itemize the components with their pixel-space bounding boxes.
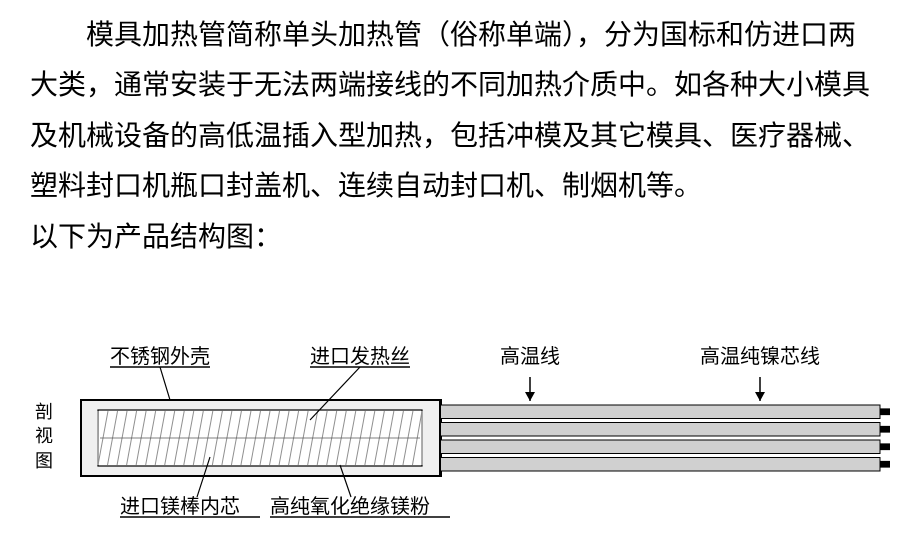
svg-text:进口镁棒内芯: 进口镁棒内芯: [120, 495, 240, 518]
svg-text:不锈钢外壳: 不锈钢外壳: [110, 345, 210, 368]
svg-text:高温纯镍芯线: 高温纯镍芯线: [700, 345, 820, 368]
svg-text:进口发热丝: 进口发热丝: [310, 345, 410, 368]
subtitle: 以下为产品结构图：: [0, 212, 900, 262]
description-paragraph: 模具加热管简称单头加热管（俗称单端），分为国标和仿进口两大类，通常安装于无法两端…: [0, 0, 900, 212]
cross-section-diagram: 不锈钢外壳 进口发热丝 高温线 高温纯镍芯线进口镁棒内芯 高纯氧化绝缘镁粉: [80, 345, 890, 545]
svg-text:高温线: 高温线: [500, 345, 560, 368]
svg-text:高纯氧化绝缘镁粉: 高纯氧化绝缘镁粉: [270, 495, 430, 518]
side-view-label: 剖视图: [35, 400, 55, 473]
